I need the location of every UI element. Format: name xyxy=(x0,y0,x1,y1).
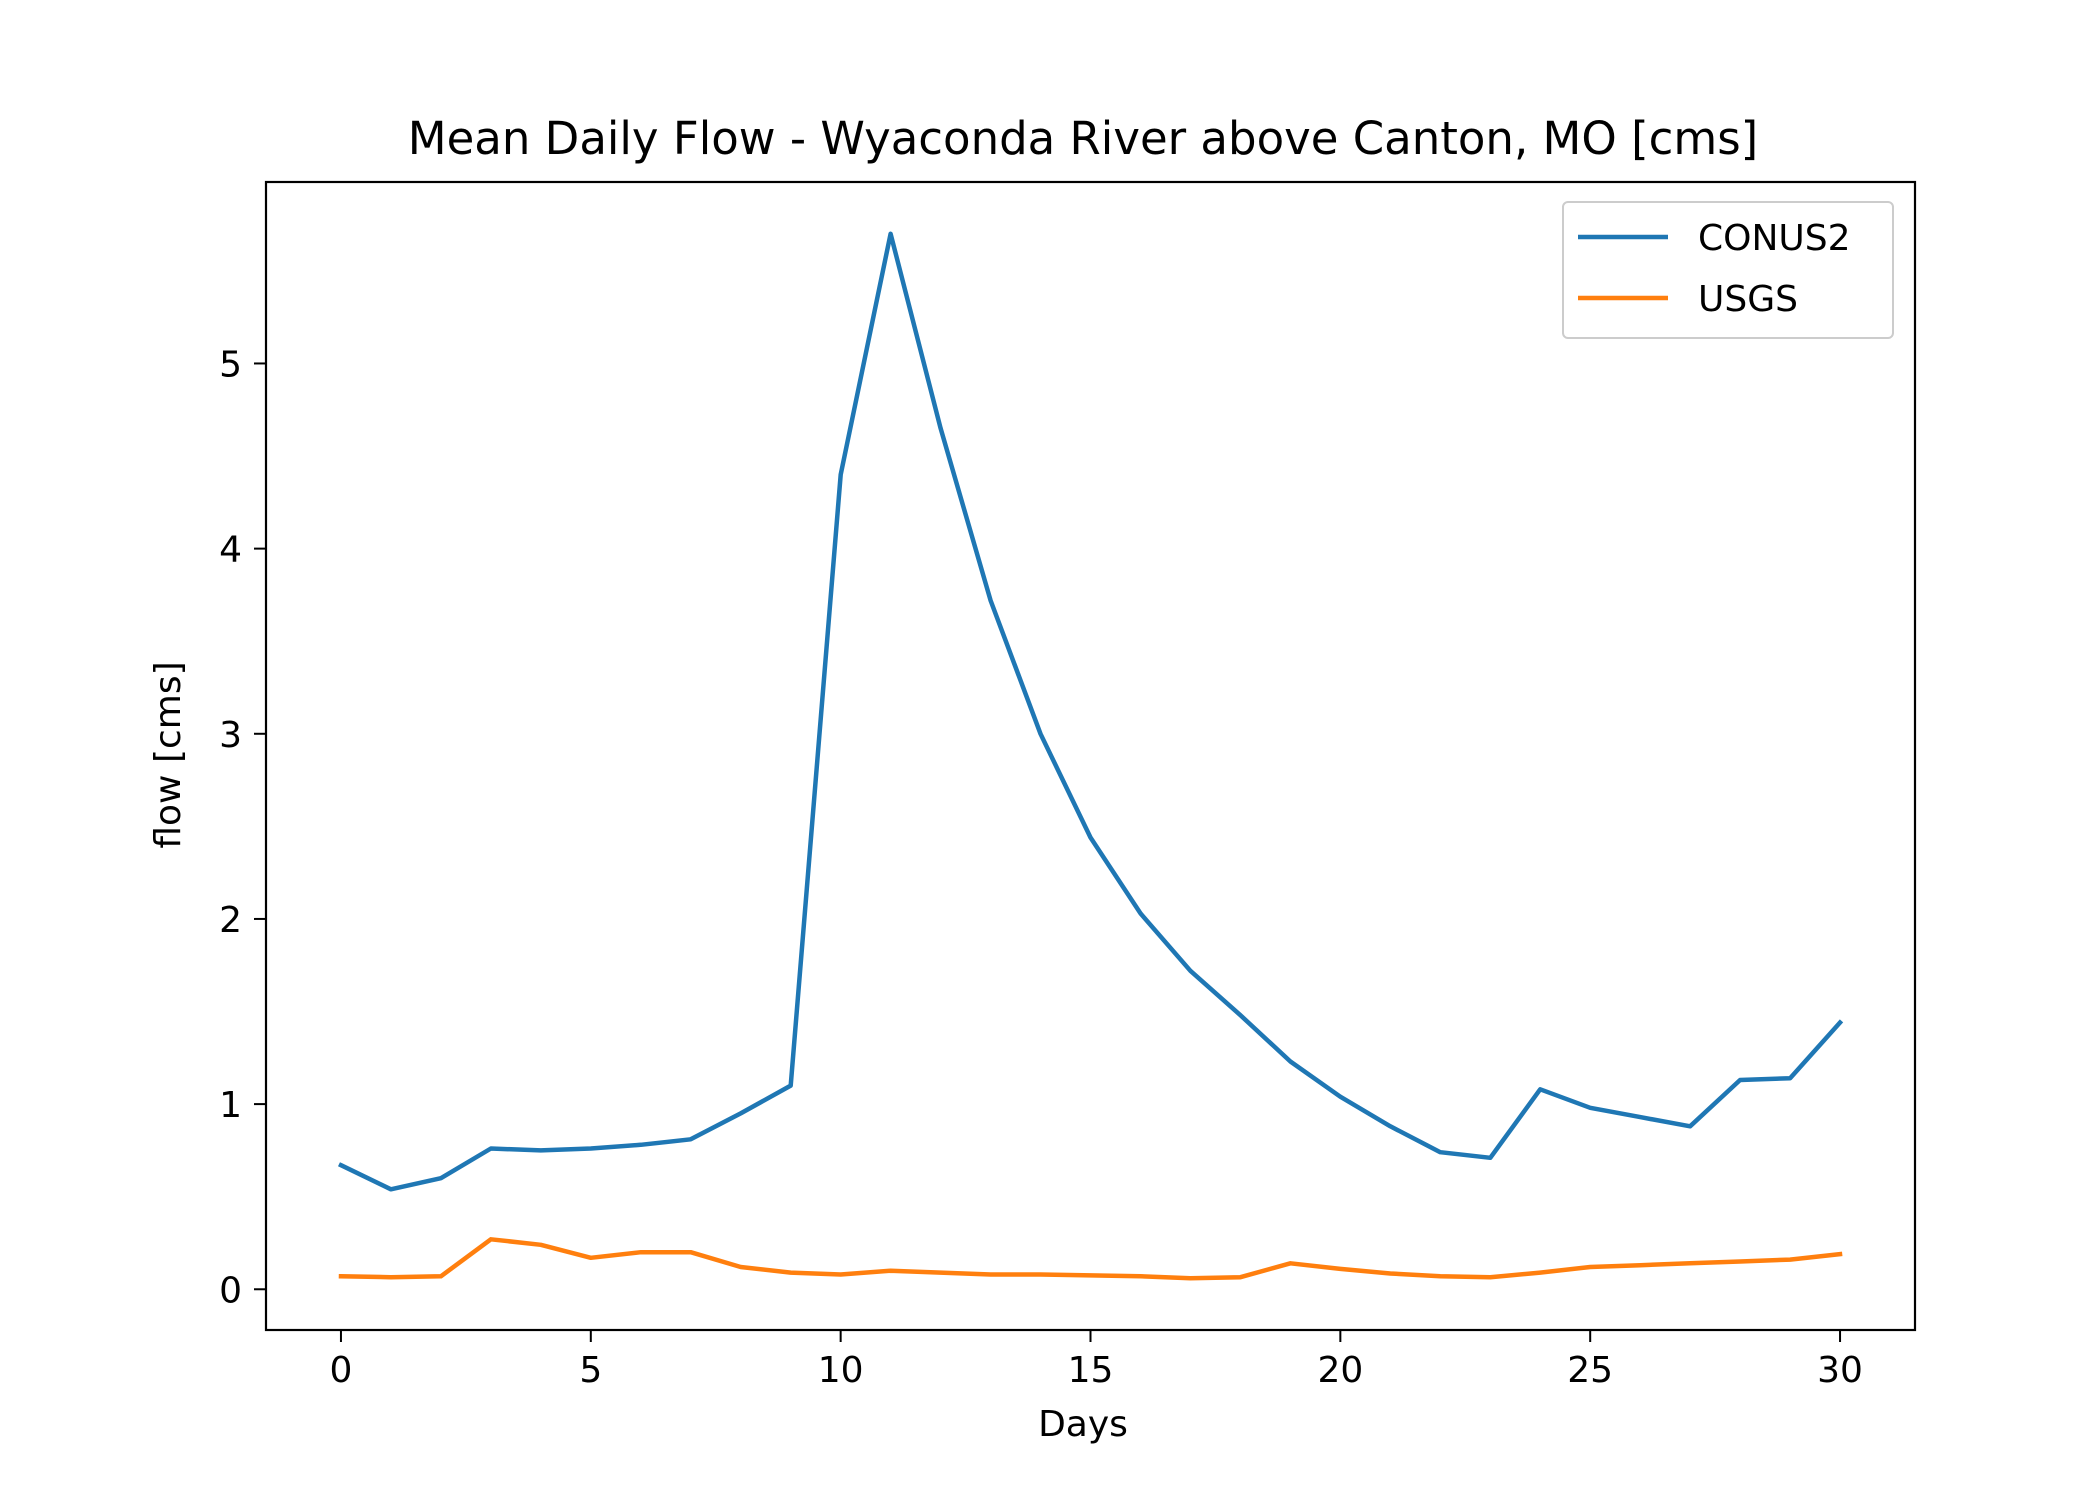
legend-label-conus2: CONUS2 xyxy=(1698,218,1851,259)
x-tick-label: 15 xyxy=(1068,1350,1114,1391)
series-line-conus2 xyxy=(337,231,1844,1192)
legend-label-usgs: USGS xyxy=(1698,279,1798,320)
x-tick-label: 0 xyxy=(330,1350,353,1391)
x-tick-label: 20 xyxy=(1317,1350,1363,1391)
y-axis-label: flow [cms] xyxy=(148,661,189,848)
y-tick-label: 4 xyxy=(219,530,242,571)
x-tick-label: 5 xyxy=(579,1350,602,1391)
y-tick-label: 0 xyxy=(219,1270,242,1311)
y-tick-label: 3 xyxy=(219,715,242,756)
y-tick-label: 2 xyxy=(219,900,242,941)
x-tick-label: 10 xyxy=(818,1350,864,1391)
series-line-usgs xyxy=(338,1237,1843,1281)
plot-area: 0 5 10 15 20 25 30 0 1 2 3 4 5 xyxy=(219,180,1917,1391)
legend: CONUS2 USGS xyxy=(1562,201,1894,339)
x-tick-label: 25 xyxy=(1567,1350,1613,1391)
chart-title: Mean Daily Flow - Wyaconda River above C… xyxy=(408,112,1758,165)
y-tick-label: 5 xyxy=(219,344,242,385)
x-axis-label: Days xyxy=(1038,1404,1128,1445)
y-tick-label: 1 xyxy=(219,1085,242,1126)
x-tick-label: 30 xyxy=(1817,1350,1863,1391)
